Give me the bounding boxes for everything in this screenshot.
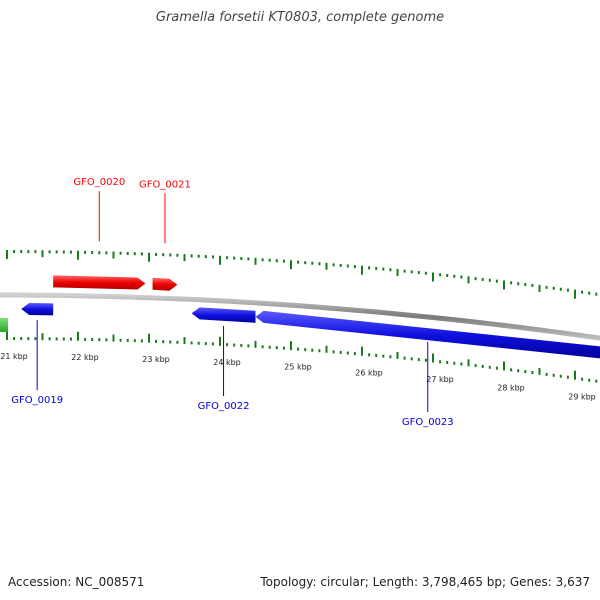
gene-gfo-0022 xyxy=(191,307,256,323)
ruler-label: 28 kbp xyxy=(497,383,525,392)
gene-label: GFO_0021 xyxy=(139,179,191,190)
gene-gfo-0021 xyxy=(152,277,178,291)
gene-gfo-0020 xyxy=(53,275,146,290)
ruler-label: 29 kbp xyxy=(568,393,596,402)
accession-label: Accession: NC_008571 xyxy=(8,575,145,589)
outer-tick-marks xyxy=(6,250,598,299)
ruler-label: 24 kbp xyxy=(213,358,241,367)
gene-callouts: GFO_0019 GFO_0020 GFO_0021 GFO_0022 GFO_0023 xyxy=(11,177,453,428)
gene-label: GFO_0023 xyxy=(402,417,454,428)
gene-gfo-0019 xyxy=(21,303,54,316)
ruler-label: 26 kbp xyxy=(355,368,383,377)
ruler-label: 22 kbp xyxy=(71,353,99,362)
ruler-label: 27 kbp xyxy=(426,375,454,384)
genome-backbone xyxy=(0,292,600,341)
ruler-label: 21 kbp xyxy=(0,352,28,361)
rna-feature xyxy=(0,318,8,332)
genome-summary: Topology: circular; Length: 3,798,465 bp… xyxy=(260,575,590,589)
page-title: Gramella forsetii KT0803, complete genom… xyxy=(155,10,445,25)
gene-gfo-0023 xyxy=(255,310,600,359)
inner-tick-marks xyxy=(6,331,598,383)
gene-label: GFO_0022 xyxy=(198,401,250,412)
gene-features xyxy=(21,275,600,359)
ruler-label: 25 kbp xyxy=(284,363,312,372)
ruler-label: 23 kbp xyxy=(142,355,170,364)
gene-label: GFO_0020 xyxy=(73,177,125,188)
gene-label: GFO_0019 xyxy=(11,395,63,406)
ruler-labels: 21 kbp 22 kbp 23 kbp 24 kbp 25 kbp 26 kbp 27 k… xyxy=(0,352,596,402)
